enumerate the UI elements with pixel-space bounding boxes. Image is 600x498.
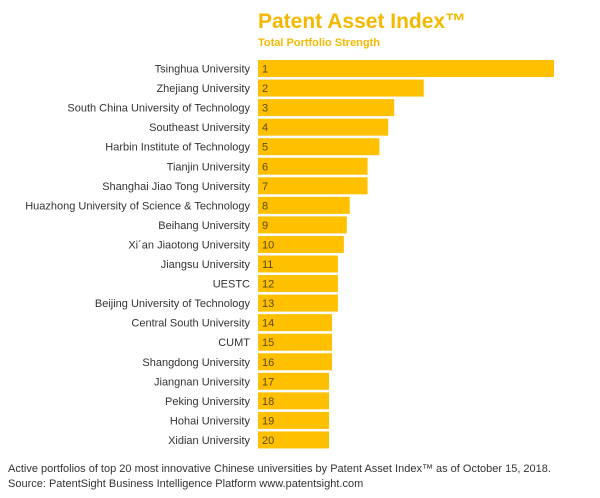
- rank-label: 17: [262, 376, 274, 388]
- rank-label: 4: [262, 122, 268, 134]
- chart-title: Patent Asset Index™: [258, 10, 467, 33]
- rank-label: 3: [262, 103, 268, 115]
- rank-label: 18: [262, 396, 274, 408]
- category-label: Beihang University: [158, 220, 250, 232]
- bar-16: [258, 353, 332, 371]
- bar-10: [258, 235, 344, 253]
- category-label: Harbin Institute of Technology: [105, 142, 250, 154]
- rank-label: 5: [262, 142, 268, 154]
- category-label: Beijing University of Technology: [95, 298, 251, 310]
- category-label: Jiangsu University: [161, 259, 251, 271]
- bar-3: [258, 99, 395, 117]
- bar-15: [258, 333, 332, 351]
- rank-label: 1: [262, 64, 268, 76]
- rank-label: 19: [262, 415, 274, 427]
- category-label: Huazhong University of Science & Technol…: [25, 200, 250, 212]
- bar-6: [258, 157, 368, 175]
- bar-17: [258, 372, 330, 390]
- rank-label: 7: [262, 181, 268, 193]
- bar-11: [258, 255, 338, 273]
- category-label: Central South University: [131, 318, 250, 330]
- bar-14: [258, 314, 332, 332]
- bar-12: [258, 275, 338, 293]
- category-label: Shangdong University: [142, 357, 250, 369]
- category-label: Southeast University: [149, 122, 250, 134]
- category-label: Jiangnan University: [154, 376, 250, 388]
- bar-19: [258, 411, 330, 429]
- category-label: Xidian University: [168, 435, 250, 447]
- rank-label: 16: [262, 357, 274, 369]
- category-label: Peking University: [165, 396, 250, 408]
- bar-13: [258, 294, 338, 312]
- rank-label: 6: [262, 161, 268, 173]
- bar-1: [258, 60, 554, 77]
- category-label: Shanghai Jiao Tong University: [102, 181, 250, 193]
- rank-label: 14: [262, 318, 274, 330]
- rank-label: 11: [262, 259, 273, 271]
- bar-18: [258, 392, 330, 410]
- bar-5: [258, 138, 380, 156]
- category-label: Hohai University: [170, 415, 251, 427]
- rank-label: 12: [262, 279, 274, 291]
- category-label: Xi´an Jiaotong University: [128, 239, 250, 251]
- bar-9: [258, 216, 347, 234]
- bar-4: [258, 118, 389, 136]
- rank-label: 8: [262, 200, 268, 212]
- category-label: Tianjin University: [167, 161, 251, 173]
- category-label: Zhejiang University: [156, 83, 250, 95]
- footnote: Active portfolios of top 20 most innovat…: [8, 463, 551, 475]
- chart-subtitle: Total Portfolio Strength: [258, 37, 381, 49]
- rank-label: 2: [262, 83, 268, 95]
- category-label: Tsinghua University: [155, 64, 251, 76]
- rank-label: 20: [262, 435, 274, 447]
- bar-7: [258, 177, 368, 195]
- rank-label: 9: [262, 220, 268, 232]
- bar-2: [258, 79, 424, 97]
- category-label: South China University of Technology: [67, 103, 250, 115]
- rank-label: 15: [262, 337, 274, 349]
- source-note: Source: PatentSight Business Intelligenc…: [8, 478, 364, 490]
- bar-20: [258, 431, 330, 449]
- rank-label: 10: [262, 239, 274, 251]
- rank-label: 13: [262, 298, 274, 310]
- bar-8: [258, 196, 350, 214]
- category-label: CUMT: [218, 337, 250, 349]
- category-label: UESTC: [213, 279, 250, 291]
